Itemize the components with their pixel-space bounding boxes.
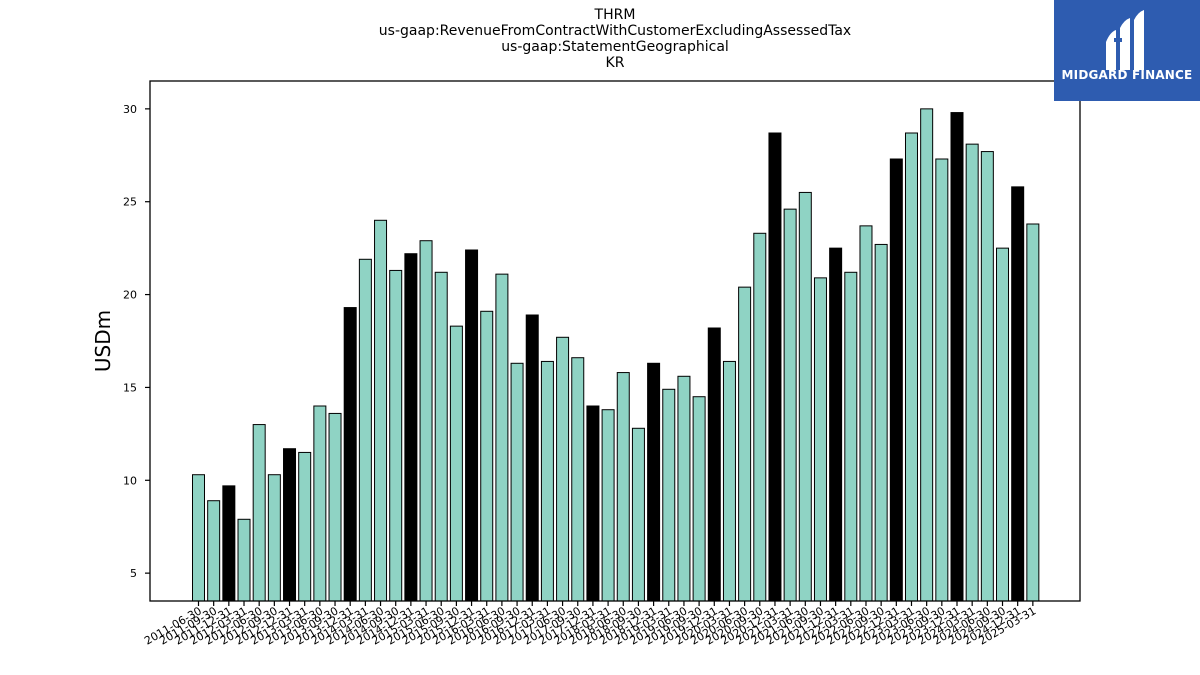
y-tick-label: 25 bbox=[123, 196, 137, 209]
bar bbox=[207, 500, 221, 602]
midgard-logo-icon bbox=[1106, 10, 1144, 70]
bar bbox=[920, 108, 934, 602]
bar bbox=[859, 225, 873, 602]
bar bbox=[662, 388, 676, 602]
bar bbox=[829, 247, 843, 602]
bar bbox=[753, 232, 767, 602]
bar bbox=[1011, 186, 1025, 602]
bar bbox=[616, 372, 630, 602]
bar bbox=[1026, 223, 1040, 602]
bar bbox=[738, 286, 752, 602]
bar bbox=[525, 314, 539, 602]
bar bbox=[510, 362, 524, 602]
y-tick-label: 20 bbox=[123, 289, 137, 302]
bar bbox=[798, 191, 812, 602]
bar bbox=[267, 474, 281, 602]
bar bbox=[404, 253, 418, 602]
bar bbox=[556, 336, 570, 602]
bar bbox=[374, 219, 388, 602]
bar bbox=[358, 258, 372, 602]
bar bbox=[192, 474, 205, 602]
bar bbox=[586, 405, 600, 602]
chart-title-axis: us-gaap:StatementGeographical bbox=[501, 39, 729, 55]
plot-frame bbox=[149, 80, 1081, 602]
bar bbox=[768, 132, 782, 602]
bar bbox=[480, 310, 494, 602]
bar bbox=[237, 518, 251, 602]
bar bbox=[844, 271, 858, 602]
bar bbox=[449, 325, 463, 602]
y-axis-label: USDm bbox=[91, 310, 115, 372]
y-tick-label: 10 bbox=[123, 474, 137, 487]
bar bbox=[813, 277, 827, 602]
bar bbox=[343, 307, 357, 602]
bar bbox=[571, 357, 585, 602]
chart-title-member: KR bbox=[605, 55, 625, 71]
bar bbox=[389, 269, 403, 602]
bar bbox=[328, 412, 342, 602]
bar bbox=[707, 327, 721, 602]
bar bbox=[935, 158, 949, 602]
bar bbox=[313, 405, 327, 602]
logo-text: MIDGARD FINANCE bbox=[1061, 68, 1193, 82]
chart-title-ticker: THRM bbox=[594, 7, 636, 23]
bar bbox=[495, 273, 509, 602]
bar bbox=[283, 448, 297, 602]
bar bbox=[950, 112, 964, 602]
bar bbox=[722, 360, 736, 602]
y-tick-label: 15 bbox=[123, 381, 137, 394]
bar bbox=[222, 485, 236, 602]
bar bbox=[783, 208, 797, 602]
bar bbox=[996, 247, 1010, 602]
bar bbox=[631, 427, 645, 602]
chart-title-concept: us-gaap:RevenueFromContractWithCustomerE… bbox=[378, 23, 852, 39]
bar bbox=[298, 451, 312, 602]
bar bbox=[252, 424, 266, 602]
bar bbox=[465, 249, 479, 602]
bar bbox=[980, 151, 994, 602]
bar bbox=[889, 158, 903, 602]
bar bbox=[540, 360, 554, 602]
bar bbox=[601, 409, 615, 602]
bar bbox=[874, 243, 888, 602]
bar bbox=[965, 143, 979, 602]
bar bbox=[419, 240, 433, 602]
logo-badge: MIDGARD FINANCE bbox=[1054, 0, 1200, 101]
bar bbox=[677, 375, 691, 602]
bar bbox=[692, 396, 706, 602]
y-tick-label: 5 bbox=[130, 567, 137, 580]
bar bbox=[434, 271, 448, 602]
bar bbox=[647, 362, 661, 602]
bar bbox=[904, 132, 918, 602]
y-tick-label: 30 bbox=[123, 103, 137, 116]
